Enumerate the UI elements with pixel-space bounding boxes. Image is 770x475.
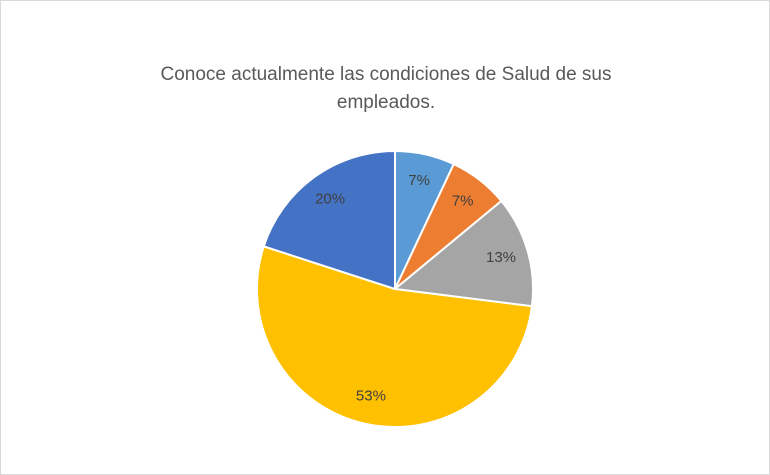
chart-title: Conoce actualmente las condiciones de Sa…	[160, 64, 612, 113]
data-label: 20%	[315, 191, 345, 208]
data-label: 13%	[486, 249, 516, 266]
data-label: 53%	[356, 388, 386, 405]
data-label: 7%	[452, 193, 474, 210]
pie-slice	[392, 199, 534, 308]
pie-slice	[256, 245, 534, 428]
pie-slice	[262, 149, 396, 291]
data-label: 7%	[408, 172, 430, 189]
